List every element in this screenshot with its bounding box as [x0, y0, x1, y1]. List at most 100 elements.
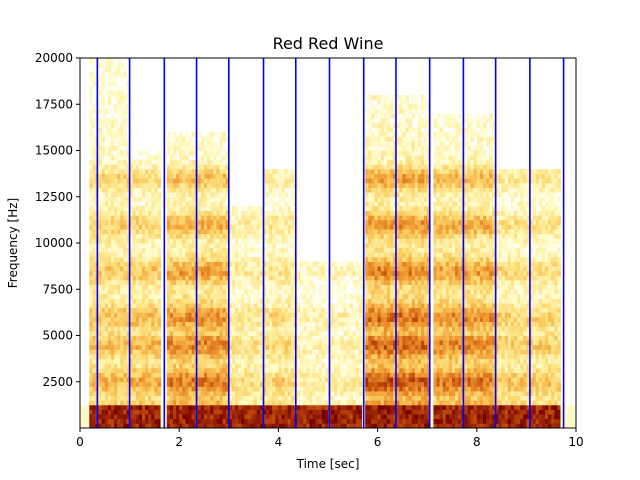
heatmap-cell	[200, 400, 205, 406]
heatmap-cell	[262, 404, 267, 410]
heatmap-cell	[135, 349, 140, 355]
heatmap-cell	[138, 293, 143, 299]
heatmap-cell	[309, 293, 313, 299]
heatmap-cell	[216, 233, 220, 239]
heatmap-cell	[188, 317, 192, 323]
heatmap-cell	[278, 335, 282, 341]
heatmap-cell	[235, 414, 239, 420]
heatmap-cell	[173, 155, 177, 161]
heatmap-cell	[204, 201, 208, 207]
heatmap-cell	[111, 122, 115, 128]
heatmap-cell	[368, 367, 372, 373]
heatmap-cell	[179, 317, 183, 323]
heatmap-cell	[331, 386, 335, 392]
heatmap-cell	[213, 275, 217, 281]
heatmap-cell	[123, 150, 127, 156]
heatmap-cell	[359, 358, 363, 364]
heatmap-cell	[132, 275, 137, 281]
heatmap-cell	[365, 404, 369, 410]
heatmap-cell	[321, 335, 326, 341]
heatmap-cell	[142, 409, 146, 415]
heatmap-cell	[185, 321, 189, 327]
heatmap-cell	[222, 187, 227, 193]
heatmap-cell	[250, 395, 254, 401]
heatmap-cell	[247, 312, 251, 318]
heatmap-cell	[200, 150, 205, 156]
heatmap-cell	[359, 354, 363, 360]
heatmap-cell	[368, 354, 372, 360]
heatmap-cell	[349, 261, 354, 267]
heatmap-cell	[343, 312, 347, 318]
heatmap-cell	[315, 363, 320, 369]
heatmap-cell	[213, 340, 217, 346]
heatmap-cell	[241, 363, 245, 369]
heatmap-cell	[272, 298, 276, 304]
heatmap-cell	[318, 284, 323, 290]
heatmap-cell	[346, 270, 351, 276]
heatmap-cell	[287, 317, 292, 323]
heatmap-cell	[207, 377, 211, 383]
heatmap-cell	[138, 335, 143, 341]
heatmap-cell	[173, 187, 177, 193]
heatmap-cell	[309, 335, 313, 341]
heatmap-cell	[132, 159, 137, 165]
heatmap-cell	[135, 270, 140, 276]
heatmap-cell	[343, 404, 347, 410]
heatmap-cell	[182, 210, 186, 216]
heatmap-cell	[244, 233, 248, 239]
heatmap-cell	[222, 298, 227, 304]
heatmap-cell	[284, 372, 289, 378]
heatmap-cell	[331, 326, 335, 332]
heatmap-cell	[92, 233, 96, 239]
heatmap-cell	[284, 367, 289, 373]
heatmap-cell	[129, 293, 134, 299]
heatmap-cell	[250, 409, 254, 415]
heatmap-cell	[191, 400, 196, 406]
heatmap-cell	[321, 326, 326, 332]
heatmap-cell	[145, 201, 149, 207]
heatmap-cell	[188, 266, 192, 272]
heatmap-cell	[340, 367, 344, 373]
heatmap-cell	[111, 173, 115, 179]
heatmap-cell	[297, 354, 301, 360]
heatmap-cell	[182, 330, 186, 336]
heatmap-cell	[176, 400, 180, 406]
heatmap-cell	[98, 358, 103, 364]
heatmap-cell	[126, 289, 130, 295]
heatmap-cell	[142, 298, 146, 304]
heatmap-cell	[259, 266, 264, 272]
heatmap-cell	[334, 367, 338, 373]
heatmap-cell	[135, 298, 140, 304]
heatmap-cell	[107, 423, 112, 429]
heatmap-cell	[176, 136, 180, 142]
heatmap-cell	[321, 381, 326, 387]
heatmap-cell	[275, 256, 279, 262]
heatmap-cell	[266, 335, 270, 341]
heatmap-cell	[191, 182, 196, 188]
heatmap-cell	[101, 252, 106, 258]
heatmap-cell	[266, 247, 270, 253]
heatmap-cell	[166, 201, 171, 207]
heatmap-cell	[101, 312, 106, 318]
heatmap-cell	[250, 210, 254, 216]
heatmap-cell	[368, 326, 372, 332]
heatmap-cell	[173, 210, 177, 216]
heatmap-cell	[117, 178, 121, 184]
heatmap-cell	[188, 169, 192, 175]
heatmap-cell	[303, 414, 307, 420]
heatmap-cell	[200, 219, 205, 225]
heatmap-cell	[101, 307, 106, 313]
heatmap-cell	[210, 155, 214, 161]
heatmap-cell	[349, 363, 354, 369]
heatmap-cell	[188, 141, 192, 147]
heatmap-cell	[142, 229, 146, 235]
heatmap-cell	[80, 423, 84, 429]
heatmap-cell	[300, 317, 304, 323]
heatmap-cell	[374, 136, 378, 142]
heatmap-cell	[132, 326, 137, 332]
heatmap-cell	[262, 215, 267, 221]
heatmap-cell	[334, 404, 338, 410]
heatmap-cell	[204, 224, 208, 230]
heatmap-cell	[123, 164, 127, 170]
heatmap-cell	[290, 312, 295, 318]
